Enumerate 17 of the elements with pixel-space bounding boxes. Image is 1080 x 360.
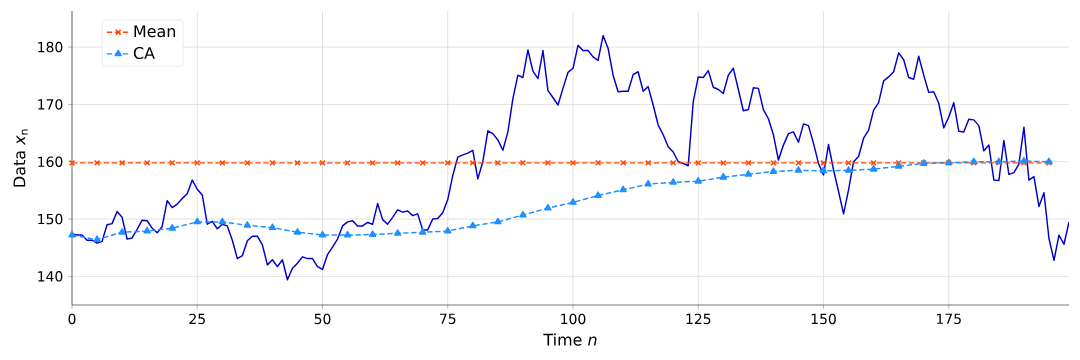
y-axis-title: Data x$_{n}$ (13, 129, 28, 187)
y-tick-label: 140 (38, 271, 63, 282)
y-tick-label: 170 (38, 99, 63, 110)
x-tick-label: 100 (561, 313, 586, 325)
x-axis-title: Time n (543, 333, 597, 346)
y-tick-label: 180 (38, 41, 63, 53)
y-tick-label: 150 (38, 213, 63, 225)
x-tick-label: 25 (189, 313, 205, 325)
x-tick-label: 125 (686, 313, 711, 325)
x-tick-label: 0 (68, 313, 76, 325)
x-tick-label: 175 (936, 313, 961, 325)
legend-label: Mean (134, 25, 176, 38)
x-tick-label: 150 (811, 313, 836, 325)
x-tick-label: 50 (314, 313, 331, 325)
legend-label: CA (133, 46, 155, 60)
x-tick-label: 75 (440, 313, 456, 325)
y-tick-label: 160 (38, 156, 63, 167)
